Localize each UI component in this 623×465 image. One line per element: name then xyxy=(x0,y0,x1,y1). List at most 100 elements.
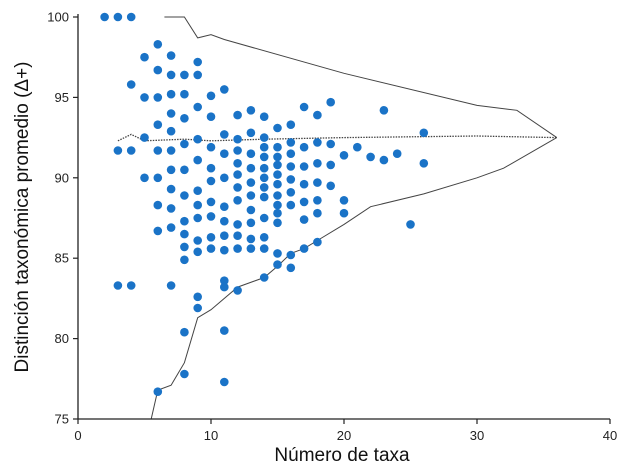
data-point xyxy=(246,178,256,187)
x-tick-label: 40 xyxy=(603,428,617,443)
funnel-lines xyxy=(117,16,558,420)
data-point xyxy=(299,215,309,224)
data-point xyxy=(392,149,402,158)
data-point xyxy=(166,126,176,136)
data-point xyxy=(233,196,242,205)
data-point xyxy=(126,12,136,22)
data-point xyxy=(233,220,242,229)
data-point xyxy=(153,226,163,236)
data-point xyxy=(180,114,189,123)
data-point xyxy=(286,149,296,158)
data-point xyxy=(273,179,282,189)
y-axis-title: Distinción taxonómica promedio (Δ+) xyxy=(12,61,33,372)
data-point xyxy=(193,186,202,195)
data-point xyxy=(166,70,176,80)
data-point xyxy=(259,163,269,173)
y-tick-label: 90 xyxy=(55,170,69,185)
data-point xyxy=(339,196,349,205)
data-point xyxy=(273,142,282,152)
data-point xyxy=(233,170,242,179)
data-point xyxy=(206,163,216,173)
data-point xyxy=(166,146,176,155)
x-tick-label: 30 xyxy=(470,428,484,443)
data-point xyxy=(206,233,216,242)
data-point xyxy=(126,80,136,89)
data-point xyxy=(233,110,242,120)
data-point xyxy=(299,162,309,171)
data-point xyxy=(419,159,429,168)
data-point xyxy=(140,52,149,62)
y-tick-label: 85 xyxy=(55,251,69,266)
data-point xyxy=(286,263,296,273)
data-point xyxy=(259,183,269,192)
data-point xyxy=(220,282,229,292)
data-point xyxy=(180,369,189,379)
data-point xyxy=(193,155,202,165)
data-point xyxy=(166,204,176,213)
data-point xyxy=(193,292,202,302)
data-point xyxy=(313,178,322,187)
data-point xyxy=(286,162,296,171)
data-point xyxy=(233,146,242,155)
data-points xyxy=(100,12,429,397)
data-point xyxy=(273,123,282,133)
data-point xyxy=(180,242,189,252)
data-point xyxy=(220,276,229,286)
data-point xyxy=(220,326,229,335)
data-point xyxy=(180,191,189,200)
data-point xyxy=(259,112,269,121)
data-point xyxy=(113,281,123,290)
data-point xyxy=(406,220,415,229)
data-point xyxy=(313,196,322,205)
data-point xyxy=(180,229,189,239)
data-point xyxy=(166,165,176,175)
data-point xyxy=(220,173,229,183)
data-point xyxy=(259,133,269,142)
data-point xyxy=(286,188,296,197)
x-tick-label: 0 xyxy=(74,428,81,443)
data-point xyxy=(233,159,242,168)
data-point xyxy=(353,142,362,152)
data-point xyxy=(273,191,282,200)
data-point xyxy=(273,249,282,258)
data-point xyxy=(206,212,216,221)
data-point xyxy=(233,286,242,295)
lower-limit-line xyxy=(150,137,558,420)
data-point xyxy=(259,244,269,253)
data-point xyxy=(220,231,229,240)
data-point xyxy=(326,181,336,191)
data-point xyxy=(180,255,189,265)
x-axis-title: Número de taxa xyxy=(274,445,410,465)
data-point xyxy=(180,89,189,99)
data-point xyxy=(259,192,269,202)
data-point xyxy=(246,191,256,200)
y-tick-label: 75 xyxy=(55,412,69,427)
data-point xyxy=(299,102,309,112)
data-point xyxy=(246,128,256,138)
data-point xyxy=(259,273,269,282)
data-point xyxy=(259,213,269,223)
data-point xyxy=(166,51,176,60)
data-point xyxy=(273,208,282,218)
data-point xyxy=(313,237,322,247)
data-point xyxy=(206,244,216,253)
data-point xyxy=(100,12,109,22)
data-point xyxy=(180,70,189,80)
data-point xyxy=(113,12,123,22)
data-point xyxy=(313,110,322,120)
data-point xyxy=(273,260,282,269)
data-point xyxy=(366,152,375,162)
data-point xyxy=(273,170,282,179)
x-tick-label: 20 xyxy=(337,428,351,443)
data-point xyxy=(193,134,202,144)
data-point xyxy=(206,176,216,186)
data-point xyxy=(180,216,189,226)
data-point xyxy=(246,218,256,228)
data-point xyxy=(326,160,336,170)
data-point xyxy=(286,175,296,184)
data-point xyxy=(206,197,216,207)
data-point xyxy=(193,70,202,80)
data-point xyxy=(153,146,163,155)
data-point xyxy=(286,200,296,210)
